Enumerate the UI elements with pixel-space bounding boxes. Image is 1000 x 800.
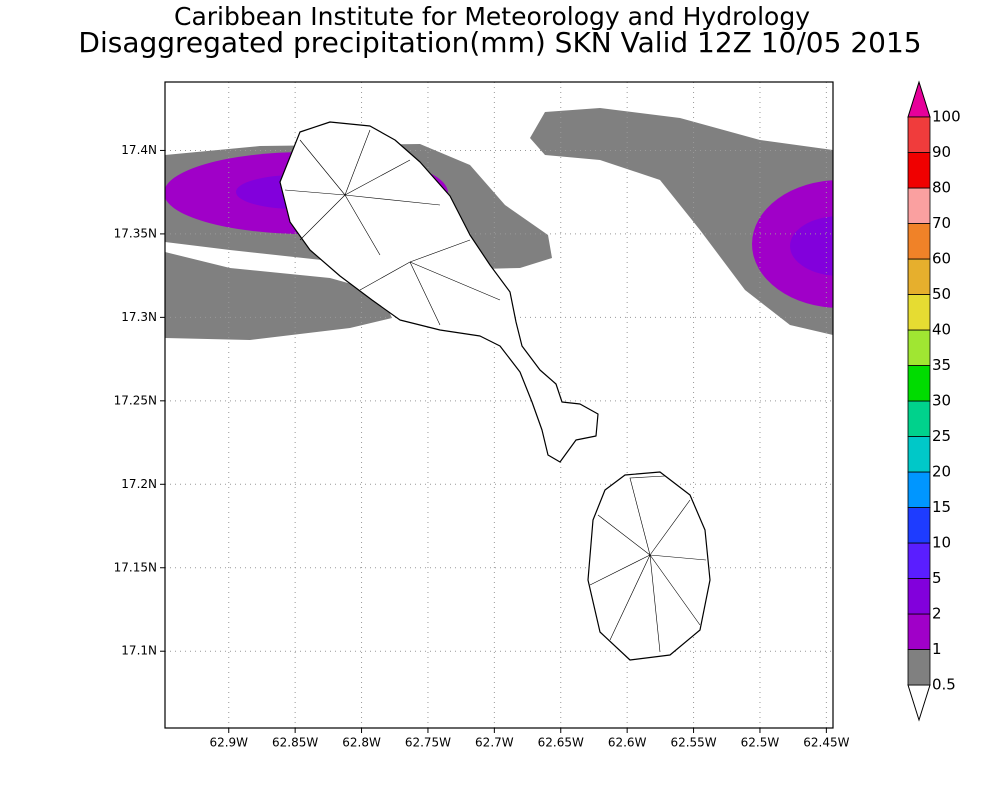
- river-network: [589, 475, 707, 653]
- colorbar-swatch: [907, 471, 931, 508]
- colorbar-under: [907, 684, 931, 722]
- x-tick-label: 62.7W: [475, 736, 514, 750]
- y-tick-label: 17.2N: [121, 477, 157, 491]
- island-nevis: [587, 471, 711, 661]
- colorbar-label: 15: [932, 498, 951, 516]
- x-tick-label: 62.85W: [272, 736, 318, 750]
- colorbar-label: 0.5: [932, 676, 956, 694]
- colorbar-swatch: [907, 542, 931, 579]
- colorbar-label: 50: [932, 285, 951, 303]
- y-tick-label: 17.35N: [114, 226, 157, 240]
- colorbar-label: 70: [932, 214, 951, 232]
- x-tick-label: 62.6W: [608, 736, 647, 750]
- precip-band: [790, 216, 833, 276]
- title: Caribbean Institute for Meteorology and …: [174, 2, 810, 31]
- colorbar-label: 40: [932, 321, 951, 339]
- colorbar-swatch: [907, 649, 931, 686]
- colorbar-swatch: [907, 116, 931, 153]
- precip-band: [165, 252, 392, 340]
- colorbar-label: 2: [932, 605, 942, 623]
- x-tick-label: 62.8W: [342, 736, 381, 750]
- x-tick-label: 62.45W: [803, 736, 849, 750]
- y-tick-label: 17.15N: [114, 560, 157, 574]
- colorbar-label: 25: [932, 427, 951, 445]
- precip-band: [752, 180, 833, 308]
- colorbar-label: 20: [932, 463, 951, 481]
- subtitle: Disaggregated precipitation(mm) SKN Vali…: [78, 26, 921, 59]
- river-network: [284, 129, 501, 326]
- colorbar-label: 5: [932, 569, 942, 587]
- colorbar-swatch: [907, 152, 931, 189]
- islands: [279, 121, 711, 661]
- colorbar-swatch: [907, 223, 931, 260]
- colorbar-label: 100: [932, 108, 961, 126]
- plot-frame: [164, 81, 834, 729]
- colorbar-label: 35: [932, 356, 951, 374]
- colorbar-label: 80: [932, 179, 951, 197]
- colorbar-swatch: [907, 258, 931, 295]
- colorbar-swatch: [907, 187, 931, 224]
- colorbar-label: 60: [932, 250, 951, 268]
- colorbar-swatch: [907, 400, 931, 437]
- x-tick-label: 62.65W: [538, 736, 584, 750]
- x-tick-label: 62.5W: [741, 736, 780, 750]
- colorbar-swatch: [907, 613, 931, 650]
- colorbar-label: 90: [932, 143, 951, 161]
- y-tick-label: 17.4N: [121, 143, 157, 157]
- colorbar-label: 30: [932, 392, 951, 410]
- island-st-kitts: [279, 121, 599, 463]
- colorbar-swatch: [907, 294, 931, 331]
- precip-band: [530, 108, 833, 335]
- y-tick-label: 17.25N: [114, 393, 157, 407]
- precipitation-field: [165, 108, 833, 340]
- colorbar-swatch: [907, 365, 931, 402]
- x-tick-label: 62.75W: [405, 736, 451, 750]
- colorbar-swatch: [907, 578, 931, 615]
- colorbar-label: 10: [932, 534, 951, 552]
- y-tick-label: 17.1N: [121, 644, 157, 658]
- y-tick-label: 17.3N: [121, 310, 157, 324]
- colorbar-label: 1: [932, 640, 942, 658]
- colorbar-over: [907, 80, 931, 118]
- x-tick-label: 62.55W: [670, 736, 716, 750]
- colorbar-swatch: [907, 329, 931, 366]
- colorbar-swatch: [907, 436, 931, 473]
- x-tick-label: 62.9W: [209, 736, 248, 750]
- colorbar-swatch: [907, 507, 931, 544]
